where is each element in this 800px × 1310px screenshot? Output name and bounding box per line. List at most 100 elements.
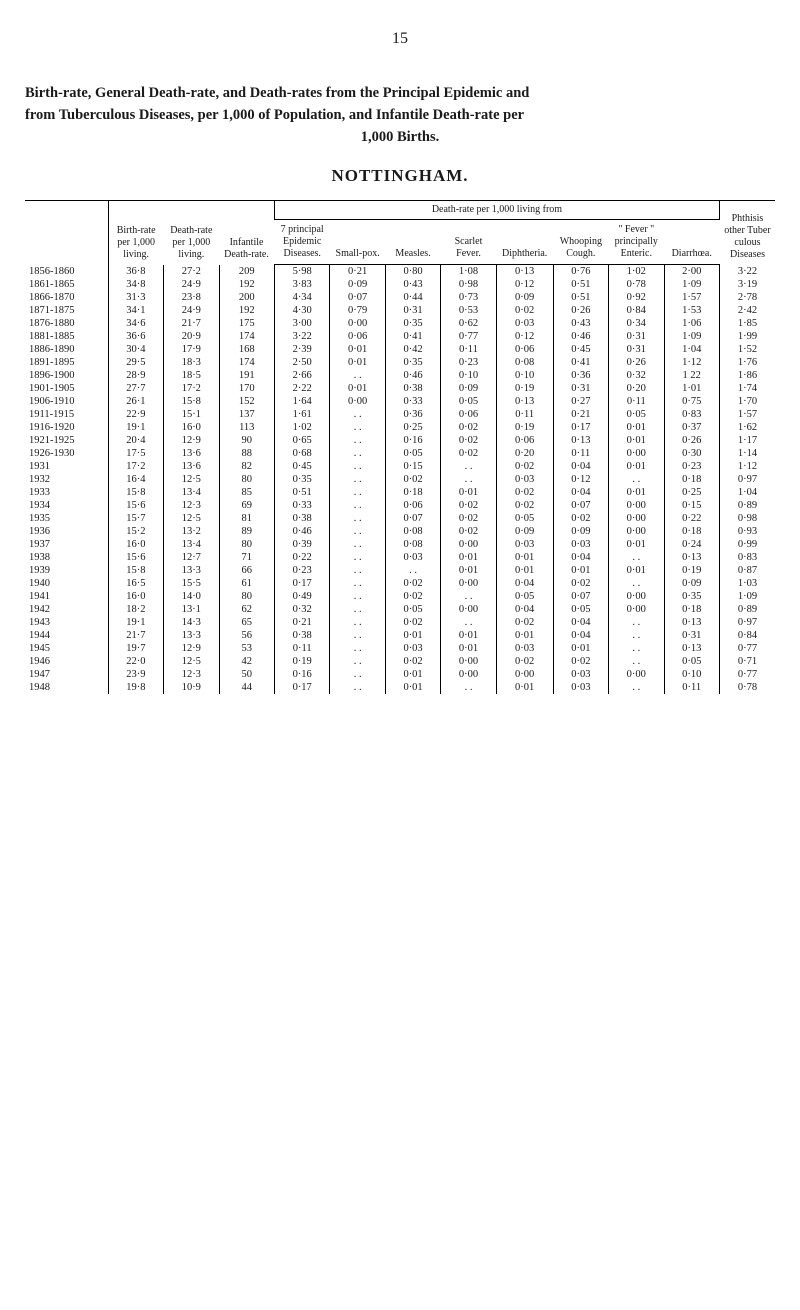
cell-year: 1947 xyxy=(25,668,108,681)
cell-value: 0·09 xyxy=(553,525,608,538)
cell-value: 0·93 xyxy=(719,525,775,538)
cell-value: 0·19 xyxy=(664,564,719,577)
cell-value: 23·9 xyxy=(108,668,163,681)
cell-value: 0·78 xyxy=(719,681,775,694)
cell-year: 1944 xyxy=(25,629,108,642)
cell-value: 88 xyxy=(219,447,274,460)
cell-value: 0·18 xyxy=(664,473,719,486)
cell-value: 1·52 xyxy=(719,343,775,356)
title-line-2: from Tuberculous Diseases, per 1,000 of … xyxy=(25,105,775,127)
cell-year: 1921-1925 xyxy=(25,434,108,447)
table-row: 194819·810·9440·17. .0·01. .0·010·03. .0… xyxy=(25,681,775,694)
cell-value: 0·01 xyxy=(609,434,664,447)
cell-value: 0·17 xyxy=(274,577,329,590)
cell-value: 15·6 xyxy=(108,551,163,564)
cell-value: 18·2 xyxy=(108,603,163,616)
cell-value: 18·3 xyxy=(164,356,219,369)
cell-value: 0·06 xyxy=(496,343,553,356)
th-year xyxy=(25,201,108,265)
cell-year: 1901-1905 xyxy=(25,382,108,395)
cell-value: 0·00 xyxy=(609,525,664,538)
cell-value: 0·35 xyxy=(274,473,329,486)
cell-value: 44 xyxy=(219,681,274,694)
cell-value: . . xyxy=(330,538,385,551)
cell-value: 0·04 xyxy=(553,616,608,629)
cell-value: 12·5 xyxy=(164,655,219,668)
cell-value: 0·09 xyxy=(441,382,496,395)
cell-value: 36·6 xyxy=(108,330,163,343)
cell-value: . . xyxy=(385,564,440,577)
cell-value: 0·01 xyxy=(609,460,664,473)
cell-value: 0·02 xyxy=(441,447,496,460)
cell-value: 0·00 xyxy=(609,447,664,460)
cell-value: 1·02 xyxy=(609,265,664,279)
cell-value: 15·8 xyxy=(108,564,163,577)
table-row: 1886-189030·417·91682·390·010·420·110·06… xyxy=(25,343,775,356)
cell-value: 15·5 xyxy=(164,577,219,590)
cell-value: 0·04 xyxy=(553,460,608,473)
cell-value: 4·34 xyxy=(274,291,329,304)
cell-value: 0·02 xyxy=(553,655,608,668)
cell-value: . . xyxy=(330,408,385,421)
cell-value: 0·00 xyxy=(609,668,664,681)
cell-year: 1856-1860 xyxy=(25,265,108,279)
cell-value: 200 xyxy=(219,291,274,304)
cell-value: 0·07 xyxy=(553,499,608,512)
cell-year: 1946 xyxy=(25,655,108,668)
cell-value: 69 xyxy=(219,499,274,512)
cell-value: 15·8 xyxy=(164,395,219,408)
cell-value: 1·04 xyxy=(664,343,719,356)
cell-value: 12·3 xyxy=(164,668,219,681)
cell-value: 3·22 xyxy=(719,265,775,279)
table-row: 194723·912·3500·16. .0·010·000·000·030·0… xyxy=(25,668,775,681)
th-death-rate-spanner: Death-rate per 1,000 living from xyxy=(274,201,719,220)
table-row: 194016·515·5610·17. .0·020·000·040·02. .… xyxy=(25,577,775,590)
cell-year: 1936 xyxy=(25,525,108,538)
cell-value: 2·00 xyxy=(664,265,719,279)
cell-year: 1937 xyxy=(25,538,108,551)
cell-value: 0·07 xyxy=(385,512,440,525)
cell-value: . . xyxy=(330,603,385,616)
cell-value: 27·7 xyxy=(108,382,163,395)
cell-value: 0·84 xyxy=(719,629,775,642)
cell-value: 0·00 xyxy=(441,538,496,551)
cell-value: 42 xyxy=(219,655,274,668)
cell-value: 0·04 xyxy=(553,551,608,564)
cell-value: 0·02 xyxy=(496,655,553,668)
cell-value: 0·01 xyxy=(496,551,553,564)
cell-value: 0·42 xyxy=(385,343,440,356)
cell-value: 15·6 xyxy=(108,499,163,512)
cell-value: 2·50 xyxy=(274,356,329,369)
cell-value: 0·03 xyxy=(496,473,553,486)
cell-value: 3·00 xyxy=(274,317,329,330)
cell-value: 15·1 xyxy=(164,408,219,421)
cell-value: 16·4 xyxy=(108,473,163,486)
th-diarrhoea: Diarrhœa. xyxy=(664,220,719,265)
cell-value: 0·33 xyxy=(274,499,329,512)
cell-value: . . xyxy=(330,668,385,681)
cell-value: 0·02 xyxy=(441,434,496,447)
cell-value: 0·02 xyxy=(441,499,496,512)
cell-value: 137 xyxy=(219,408,274,421)
cell-value: 0·04 xyxy=(553,629,608,642)
cell-value: 0·13 xyxy=(664,551,719,564)
cell-value: 0·31 xyxy=(609,330,664,343)
cell-value: 19·1 xyxy=(108,421,163,434)
cell-value: 1·61 xyxy=(274,408,329,421)
cell-year: 1941 xyxy=(25,590,108,603)
cell-value: 0·00 xyxy=(609,590,664,603)
cell-value: 0·73 xyxy=(441,291,496,304)
cell-value: 0·51 xyxy=(553,291,608,304)
cell-value: 2·78 xyxy=(719,291,775,304)
cell-value: 5·98 xyxy=(274,265,329,279)
cell-value: 0·51 xyxy=(274,486,329,499)
cell-value: 0·06 xyxy=(330,330,385,343)
cell-value: 0·89 xyxy=(719,603,775,616)
cell-value: 0·98 xyxy=(719,512,775,525)
cell-value: 3·83 xyxy=(274,278,329,291)
cell-value: 0·22 xyxy=(274,551,329,564)
cell-value: 62 xyxy=(219,603,274,616)
cell-value: . . xyxy=(330,525,385,538)
cell-value: . . xyxy=(609,655,664,668)
table-row: 194116·014·0800·49. .0·02. .0·050·070·00… xyxy=(25,590,775,603)
